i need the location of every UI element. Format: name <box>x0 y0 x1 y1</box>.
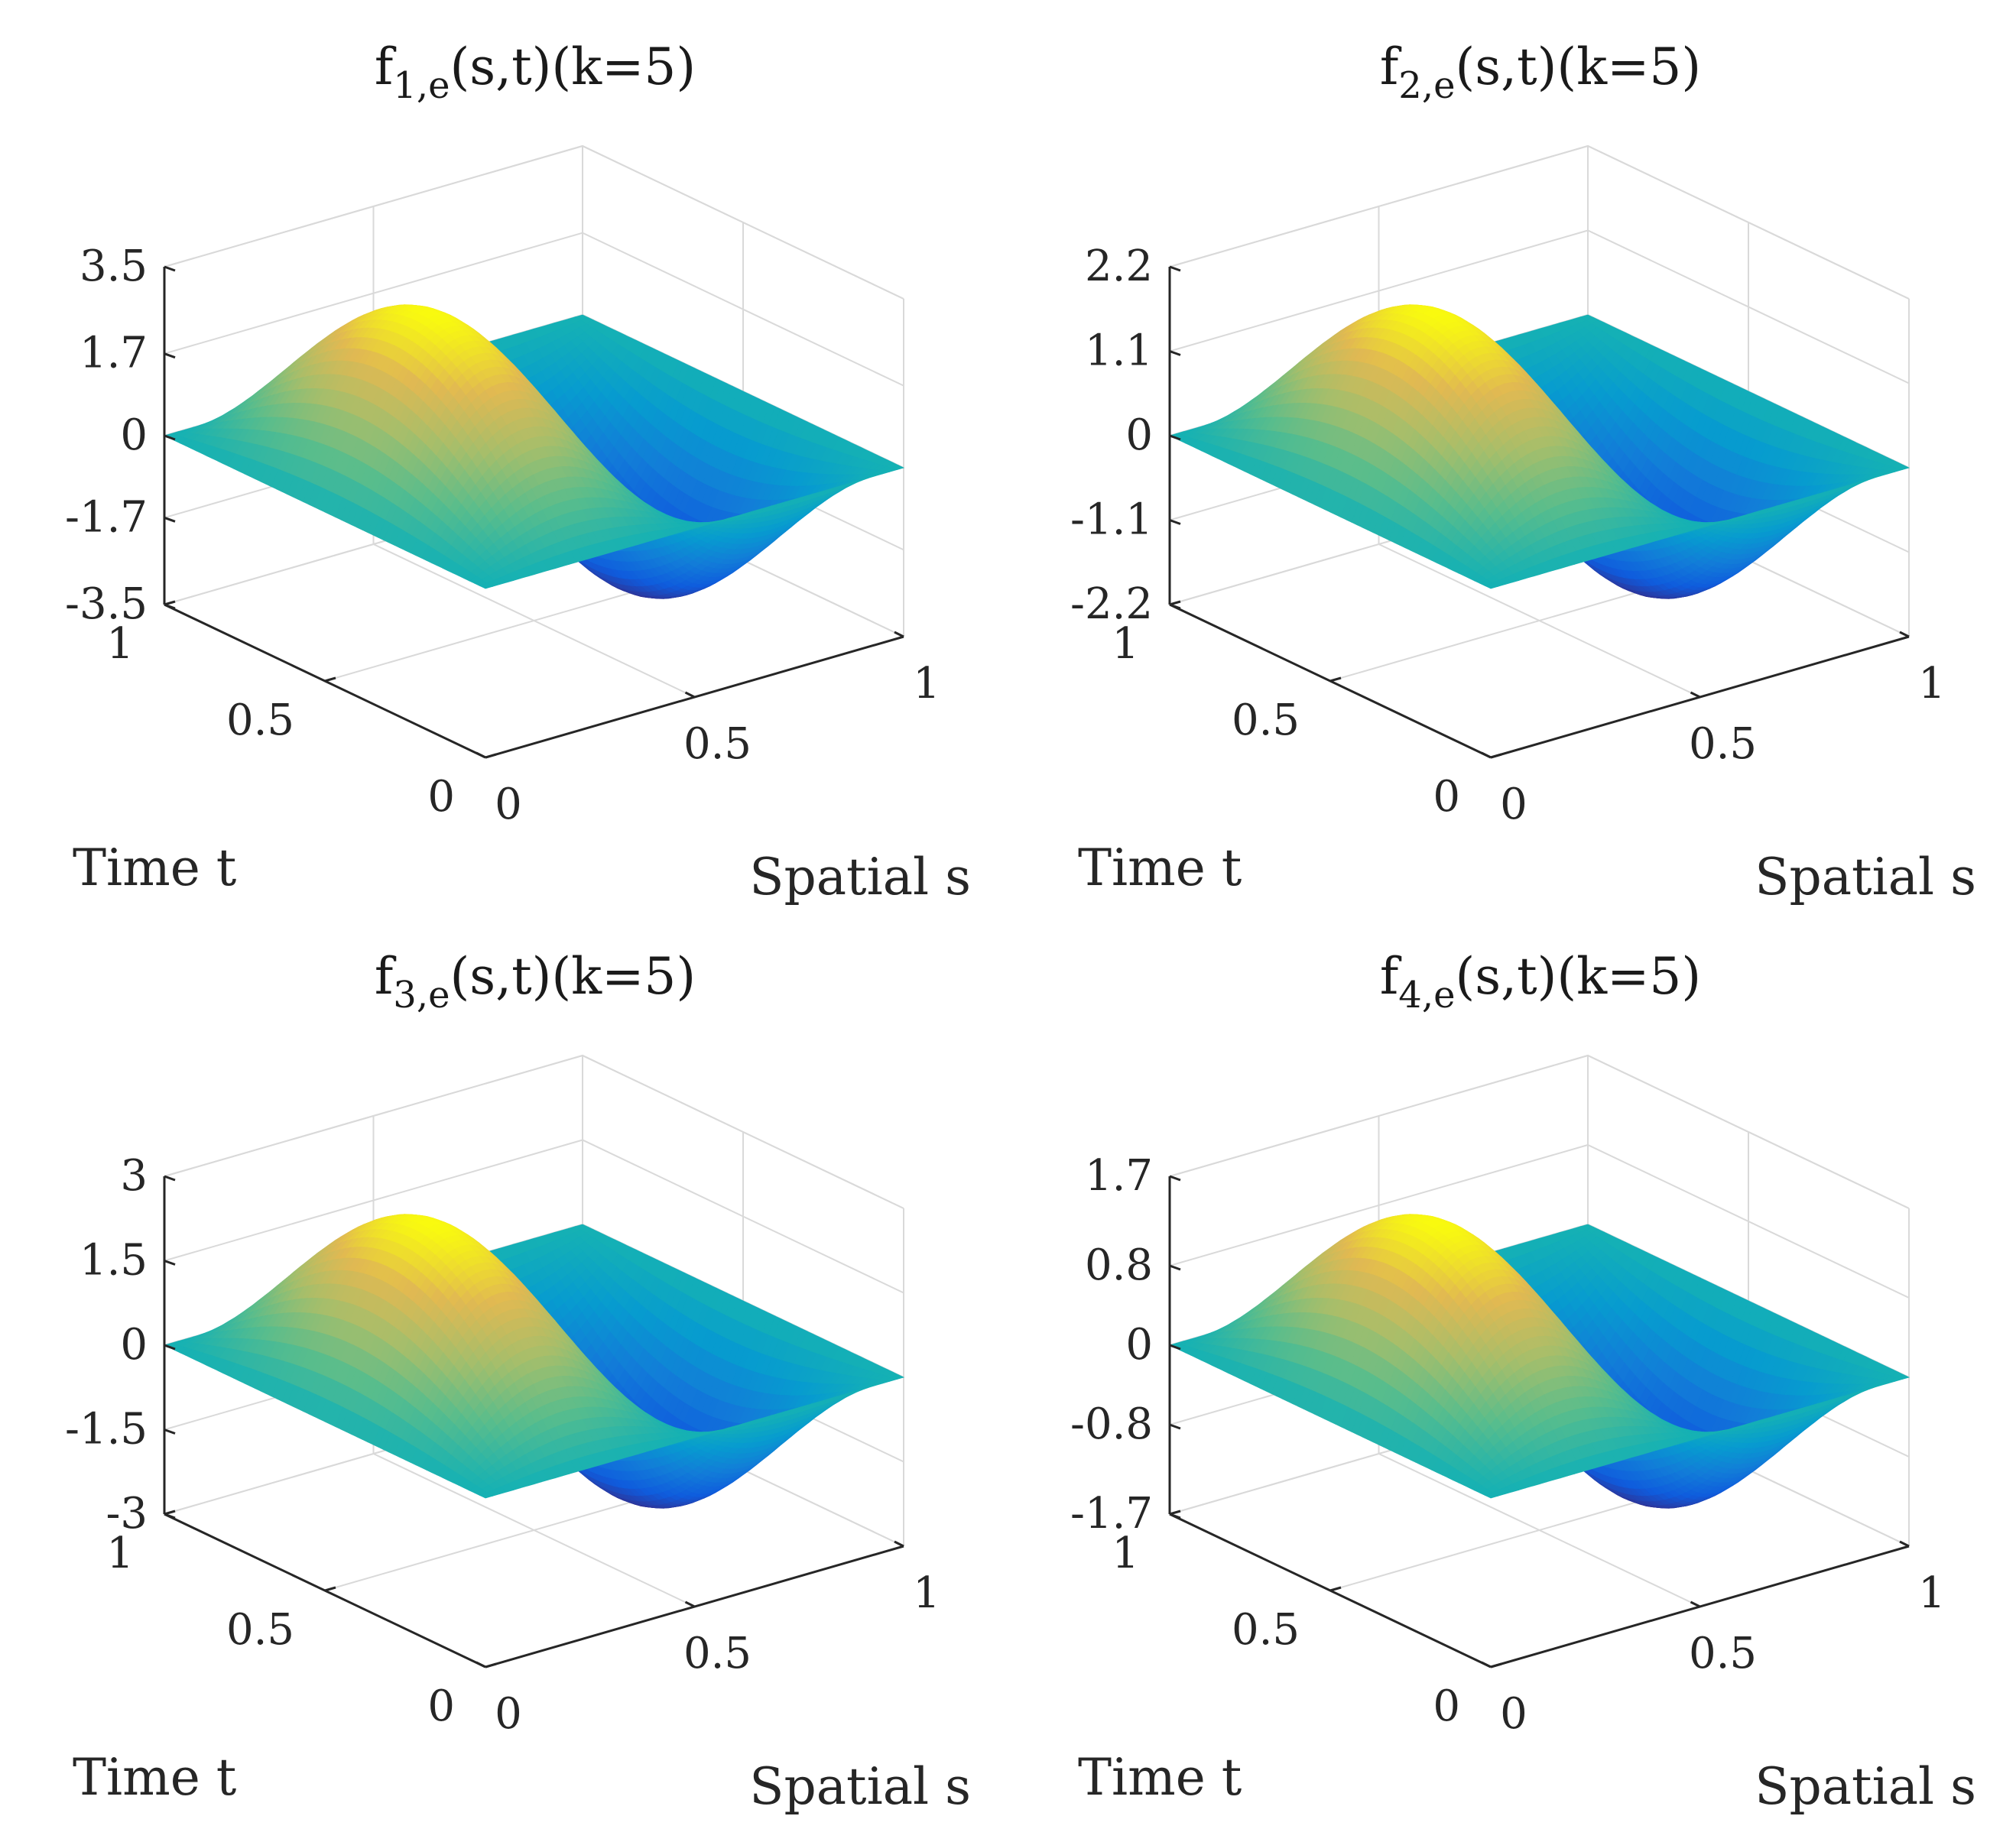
y-axis-label: Time t <box>73 838 236 897</box>
t-tick-label: 0 <box>427 772 455 822</box>
t-tick-label: 1 <box>106 619 134 669</box>
z-tick-label: -1.7 <box>65 492 148 542</box>
x-axis-label: Spatial s <box>749 848 971 906</box>
z-tick-label: 3.5 <box>80 242 148 291</box>
s-tick-label: 1 <box>913 659 940 709</box>
s-tick-label: 0.5 <box>683 719 752 769</box>
chart-panel-1: f1,e(s,t)(k=5)-3.5-1.701.73.500.5100.51T… <box>65 37 971 906</box>
chart-title: f2,e(s,t)(k=5) <box>1380 37 1701 107</box>
chart-title: f1,e(s,t)(k=5) <box>375 37 696 107</box>
z-tick-label: 0 <box>120 410 148 460</box>
z-tick-label: 1.7 <box>80 329 148 378</box>
surface <box>163 304 905 599</box>
s-tick-label: 0 <box>495 780 522 829</box>
t-tick-label: 0.5 <box>226 696 294 745</box>
surface <box>1168 304 1910 599</box>
chart-panel-2: f2,e(s,t)(k=5)-2.2-1.101.12.200.5100.51T… <box>1070 37 1976 906</box>
